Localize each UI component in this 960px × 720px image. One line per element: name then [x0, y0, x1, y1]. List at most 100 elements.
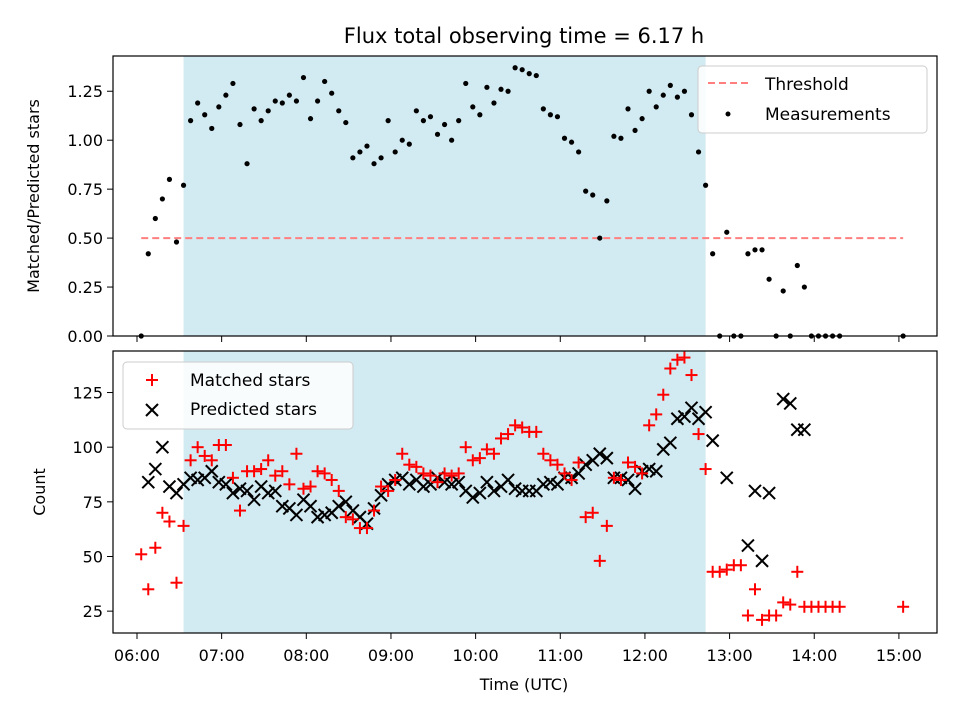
- matched-star-point: [219, 439, 232, 451]
- matched-star-point: [614, 473, 627, 486]
- measurement-point: [745, 251, 751, 257]
- predicted-star-point: [762, 486, 776, 500]
- matched-star-point: [389, 473, 402, 486]
- predicted-star-point: [466, 490, 480, 505]
- count-legend: Matched stars Predicted stars: [122, 361, 354, 430]
- matched-star-point: [339, 511, 352, 524]
- matched-star-point: [636, 467, 649, 480]
- measurement-point: [547, 112, 553, 118]
- measurement-point: [357, 149, 363, 155]
- measurement-point: [568, 139, 575, 145]
- measurement-point: [399, 137, 405, 143]
- matched-star-point: [318, 467, 331, 480]
- predicted-star-point: [705, 433, 720, 448]
- measurement-point: [223, 92, 229, 98]
- matched-star-point: [248, 465, 261, 478]
- measurement-point: [646, 88, 652, 94]
- measurement-point: [166, 176, 173, 182]
- observing-window-span: [183, 56, 706, 336]
- measurement-point: [653, 104, 659, 110]
- y-tick-label: 50: [83, 547, 103, 566]
- measurement-point: [519, 67, 525, 73]
- matched-star-point: [579, 511, 592, 524]
- measurement-point: [498, 86, 504, 92]
- measurement-point: [597, 235, 603, 241]
- predicted-star-point: [473, 486, 487, 500]
- measurement-point: [583, 188, 589, 194]
- matched-star-point: [375, 480, 388, 493]
- measurement-point: [561, 135, 568, 141]
- y-tick-label: 0.75: [67, 180, 103, 199]
- matched-star-point: [650, 408, 663, 421]
- measurement-point: [590, 192, 596, 198]
- measurement-point: [392, 149, 398, 155]
- predicted-star-point: [141, 475, 155, 489]
- measurement-point: [759, 247, 765, 253]
- x-tick-label: 06:00: [114, 646, 160, 665]
- y-tick-label: 1.00: [67, 131, 103, 150]
- ratio-panel: 0.00 0.25 0.50 0.75 1.00 1.25 Matched/Predict…: [24, 55, 938, 346]
- matched-star-point: [480, 443, 493, 456]
- matched-star-point: [664, 362, 677, 375]
- predicted-star-point: [332, 499, 346, 513]
- matched-star-point: [495, 432, 508, 445]
- y-tick-label: 1.25: [67, 82, 103, 101]
- x-tick-label: 11:00: [537, 646, 583, 665]
- x-tick-label: 10:00: [453, 646, 499, 665]
- measurement-point: [279, 100, 285, 106]
- matched-star-point: [777, 596, 790, 609]
- ratio-panel-frame: [112, 55, 938, 337]
- measurement-point: [576, 149, 582, 155]
- measurement-point: [441, 121, 448, 128]
- measurement-point: [611, 133, 617, 139]
- predicted-star-point: [169, 486, 184, 500]
- matched-star-point: [607, 471, 620, 484]
- matched-star-point: [713, 565, 726, 578]
- measurement-point: [625, 106, 631, 112]
- y-tick-label: 75: [83, 493, 103, 512]
- matched-star-point: [452, 467, 465, 480]
- matched-star-point: [368, 504, 381, 517]
- matched-star-point: [537, 447, 550, 460]
- measurement-point: [484, 84, 490, 90]
- predicted-star-point: [600, 451, 614, 465]
- predicted-star-point: [268, 484, 282, 498]
- measurement-point: [406, 141, 412, 147]
- measurement-point: [766, 276, 772, 282]
- matched-star-point: [643, 419, 656, 432]
- predicted-star-point: [219, 477, 233, 492]
- predicted-star-point: [205, 464, 219, 478]
- matched-star-point: [135, 548, 148, 561]
- measurement-point: [801, 284, 807, 290]
- matched-star-point: [346, 513, 359, 526]
- measurement-point: [251, 106, 257, 112]
- matched-star-point: [833, 600, 846, 613]
- matched-star-point: [770, 609, 783, 622]
- predicted-star-point: [480, 475, 494, 489]
- predicted-star-point: [339, 495, 353, 509]
- legend-threshold-label: Threshold: [764, 75, 849, 95]
- matched-star-point: [671, 353, 684, 366]
- measurement-point: [674, 94, 680, 100]
- matched-star-point: [269, 469, 282, 482]
- measurement-point: [695, 149, 702, 155]
- matched-star-point: [410, 460, 423, 473]
- matched-star-point: [657, 388, 670, 401]
- predicted-star-point: [247, 492, 261, 507]
- matched-star-point: [163, 515, 176, 528]
- chart-title: Flux total observing time = 6.17 h: [344, 24, 704, 48]
- measurement-point: [491, 100, 497, 106]
- predicted-star-point: [748, 484, 762, 498]
- measurement-point: [681, 88, 688, 94]
- matched-star-point: [438, 467, 451, 480]
- matched-star-point: [466, 454, 479, 467]
- measurement-point: [188, 118, 194, 124]
- ratio-legend: Threshold Measurements: [697, 65, 928, 134]
- matched-star-point: [897, 600, 910, 613]
- matched-star-point: [445, 469, 458, 482]
- predicted-star-point: [148, 462, 163, 476]
- measurement-point: [526, 71, 532, 77]
- matched-star-point: [283, 478, 296, 491]
- measurement-point: [378, 155, 384, 161]
